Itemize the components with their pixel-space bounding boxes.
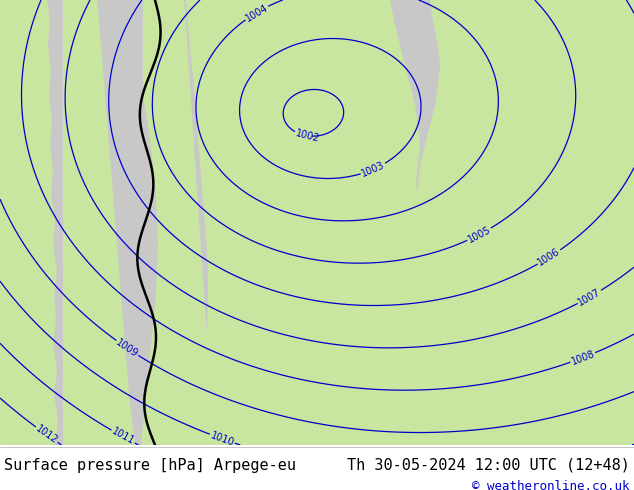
Text: 1006: 1006 — [536, 246, 562, 268]
Text: © weatheronline.co.uk: © weatheronline.co.uk — [472, 480, 630, 490]
Text: 1004: 1004 — [243, 2, 269, 23]
Polygon shape — [0, 0, 634, 445]
Polygon shape — [186, 0, 420, 445]
Text: 1012: 1012 — [34, 423, 60, 446]
Text: 1005: 1005 — [466, 224, 493, 245]
Text: 1011: 1011 — [110, 426, 136, 447]
Text: Th 30-05-2024 12:00 UTC (12+48): Th 30-05-2024 12:00 UTC (12+48) — [347, 458, 630, 473]
Polygon shape — [390, 0, 634, 445]
Text: 1007: 1007 — [576, 287, 603, 307]
Text: Surface pressure [hPa] Arpege-eu: Surface pressure [hPa] Arpege-eu — [4, 458, 296, 473]
Polygon shape — [63, 0, 135, 445]
Text: 1010: 1010 — [209, 430, 235, 448]
Text: 1002: 1002 — [294, 128, 321, 144]
Polygon shape — [390, 0, 442, 445]
Polygon shape — [141, 0, 212, 445]
Polygon shape — [0, 0, 58, 445]
Text: 1003: 1003 — [360, 160, 386, 179]
Text: 1008: 1008 — [570, 348, 596, 367]
Text: 1009: 1009 — [114, 337, 140, 359]
